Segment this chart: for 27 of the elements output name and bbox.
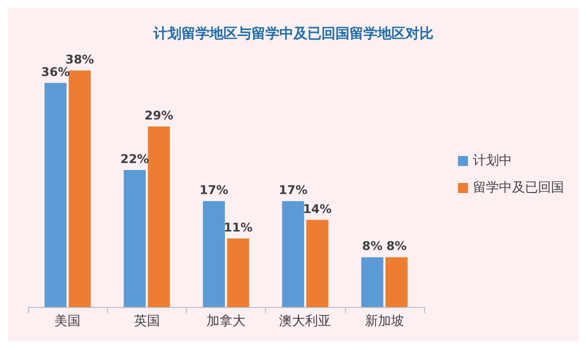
bar <box>282 201 304 307</box>
data-label: 17% <box>200 183 228 198</box>
data-label: 38% <box>65 52 94 66</box>
data-label: 17% <box>278 183 308 198</box>
legend-label: 留学中及已回国 <box>473 180 564 196</box>
bar <box>148 126 170 307</box>
x-tick-label: 新加坡 <box>364 314 404 329</box>
data-label: 29% <box>144 108 174 122</box>
x-tick-label: 澳大利亚 <box>279 314 332 329</box>
x-tick-label: 加拿大 <box>206 314 246 329</box>
bar <box>124 170 146 307</box>
data-label: 8% <box>386 239 407 254</box>
bar <box>386 257 408 307</box>
x-tick-label: 美国 <box>54 313 81 329</box>
bar <box>44 82 66 307</box>
bar <box>202 201 225 307</box>
data-label: 14% <box>302 202 332 216</box>
bar <box>68 70 91 307</box>
bar <box>227 238 250 307</box>
data-label: 8% <box>362 239 382 254</box>
legend-label: 计划中 <box>473 154 512 168</box>
data-label: 11% <box>224 220 252 235</box>
bar <box>361 257 384 307</box>
bar <box>306 220 328 307</box>
chart-title: 计划留学地区与留学中及已回国留学地区对比 <box>152 26 434 42</box>
data-label: 36% <box>41 64 70 79</box>
x-tick-label: 英国 <box>134 314 160 329</box>
